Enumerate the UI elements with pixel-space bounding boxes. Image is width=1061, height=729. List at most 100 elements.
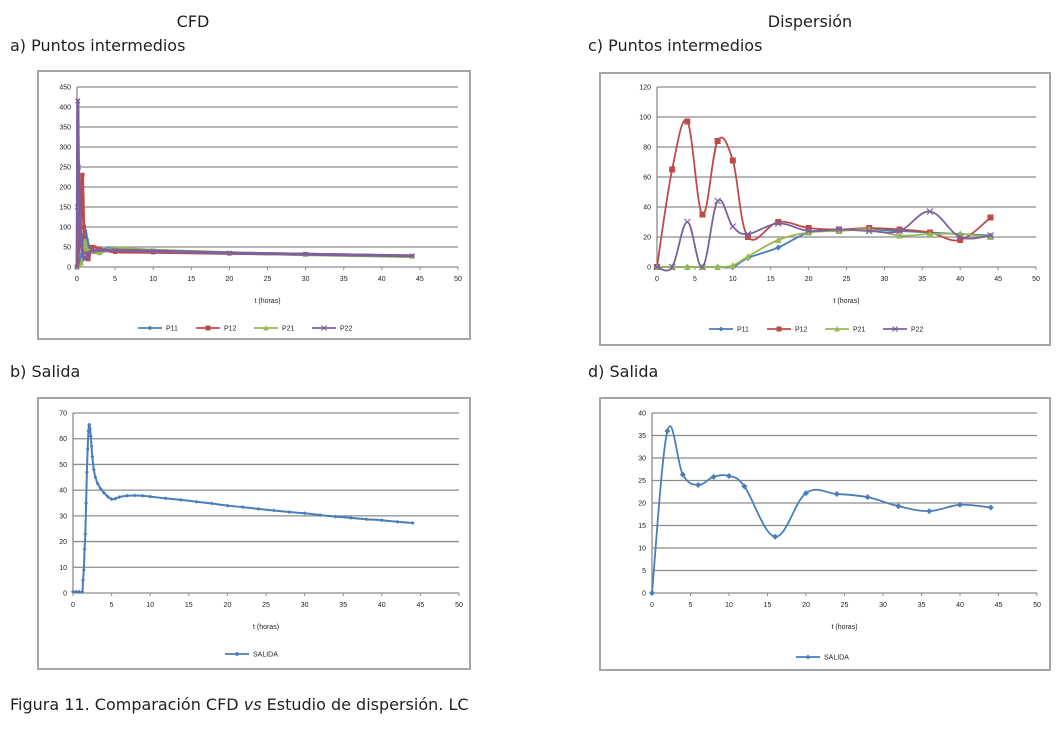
chart-d-svg: 0 5 10 15 20 25 30 35 40 0 5 10 15 20 25 30 35 40 45 50 t (h… <box>638 411 1041 662</box>
legend-label: P21 <box>853 327 866 334</box>
x-tick-label: 0 <box>655 276 659 283</box>
data-point <box>865 227 873 235</box>
x-tick-label: 20 <box>805 276 813 283</box>
legend-item-P21: P21 <box>254 325 295 333</box>
legend-item-SALIDA: SALIDA <box>796 654 849 662</box>
data-point <box>84 236 90 242</box>
x-tick-label: 50 <box>1033 602 1041 609</box>
data-point <box>772 533 779 540</box>
x-tick-label: 5 <box>113 276 117 283</box>
x-tick-label: 50 <box>454 276 462 283</box>
data-point <box>80 252 86 258</box>
data-point <box>987 504 994 511</box>
chart-a-svg: 0 50 100 150 200 250 300 350 400 450 0 5 10 15 20 25 30 3… <box>59 85 462 333</box>
y-tick-label: 0 <box>63 591 67 598</box>
data-point <box>98 486 103 491</box>
series-line-SALIDA <box>651 425 991 594</box>
legend-item-P12: P12 <box>767 326 808 334</box>
chart-d-frame: 0 5 10 15 20 25 30 35 40 0 5 10 15 20 25 30 35 40 45 50 t (h… <box>599 397 1051 671</box>
x-tick-label: 20 <box>224 602 232 609</box>
x-tick-label: 0 <box>650 602 654 609</box>
data-point <box>84 501 89 505</box>
data-point <box>84 246 90 252</box>
data-point <box>117 495 122 500</box>
data-point <box>664 428 671 434</box>
data-point <box>699 211 706 218</box>
x-tick-label: 35 <box>918 276 926 283</box>
data-point <box>895 503 902 510</box>
data-point <box>835 226 843 233</box>
chart-c-svg: 0 20 40 60 80 100 120 0 5 10 15 20 25 30 35 40 45 50 t (ho… <box>639 85 1040 334</box>
data-point <box>926 208 934 215</box>
y-tick-label: 25 <box>638 478 646 485</box>
legend-label: P12 <box>795 327 808 334</box>
data-point <box>699 263 706 271</box>
legend-label: P22 <box>340 326 353 333</box>
y-tick-label: 70 <box>59 411 67 418</box>
legend-item-P22: P22 <box>883 326 924 334</box>
data-point <box>112 247 118 253</box>
legend-label: P11 <box>737 327 749 334</box>
data-point <box>132 493 137 498</box>
data-point <box>81 578 86 583</box>
y-tick-label: 0 <box>67 265 71 272</box>
data-point <box>81 224 87 230</box>
y-tick-label: 40 <box>643 205 651 212</box>
chart-b-svg: 0 10 20 30 40 50 60 70 0 5 10 15 20 25 30 35 40 45 50 t (ho… <box>59 411 463 659</box>
panel-d-label: d) Salida <box>588 362 659 381</box>
data-point <box>833 491 840 497</box>
data-point <box>90 244 95 250</box>
data-point <box>95 481 100 486</box>
data-point <box>714 263 721 270</box>
x-tick-label: 35 <box>339 602 347 609</box>
legend-item-P21: P21 <box>825 326 866 334</box>
y-tick-label: 10 <box>59 565 67 572</box>
data-point <box>80 172 85 178</box>
x-tick-label: 15 <box>187 276 195 283</box>
data-point <box>364 517 369 522</box>
data-point <box>77 589 82 594</box>
legend-item-P22: P22 <box>312 325 353 333</box>
data-point <box>75 164 82 170</box>
series-P12 <box>654 118 994 270</box>
data-point <box>726 473 732 479</box>
data-point <box>987 233 994 240</box>
data-point <box>97 250 103 256</box>
legend-label: SALIDA <box>824 655 849 662</box>
y-tick-label: 15 <box>638 523 646 530</box>
data-point <box>714 138 721 144</box>
x-tick-label: 30 <box>301 602 309 609</box>
data-point <box>864 494 871 501</box>
x-axis-label: t (horas) <box>253 624 279 631</box>
caption-suffix: Estudio de dispersión. LC <box>261 695 469 714</box>
data-point <box>140 493 145 498</box>
x-tick-label: 45 <box>416 276 424 283</box>
y-tick-label: 5 <box>642 568 646 575</box>
caption-prefix: Figura 11. Comparación CFD <box>10 695 244 714</box>
data-point <box>125 493 130 498</box>
data-point <box>101 490 106 495</box>
data-point <box>744 252 752 260</box>
data-point <box>956 233 964 241</box>
x-tick-label: 25 <box>262 602 270 609</box>
cfd-header: CFD <box>176 12 210 31</box>
y-tick-label: 120 <box>639 85 651 92</box>
x-tick-label: 45 <box>995 602 1003 609</box>
y-tick-label: 35 <box>638 433 646 440</box>
x-tick-label: 10 <box>725 602 733 609</box>
data-point <box>649 590 655 596</box>
data-point <box>256 506 261 511</box>
data-point <box>987 232 994 239</box>
data-point <box>395 519 400 524</box>
data-point <box>714 197 722 205</box>
x-tick-label: 25 <box>264 276 272 283</box>
legend-marker <box>321 325 327 331</box>
y-tick-label: 20 <box>59 539 67 546</box>
legend-label: SALIDA <box>253 652 278 659</box>
data-point <box>896 226 903 233</box>
data-point <box>105 494 110 499</box>
data-point <box>669 166 676 173</box>
chart-c-frame: 0 20 40 60 80 100 120 0 5 10 15 20 25 30 35 40 45 50 t (ho… <box>599 72 1051 346</box>
data-point <box>744 230 752 238</box>
data-point <box>113 496 118 501</box>
